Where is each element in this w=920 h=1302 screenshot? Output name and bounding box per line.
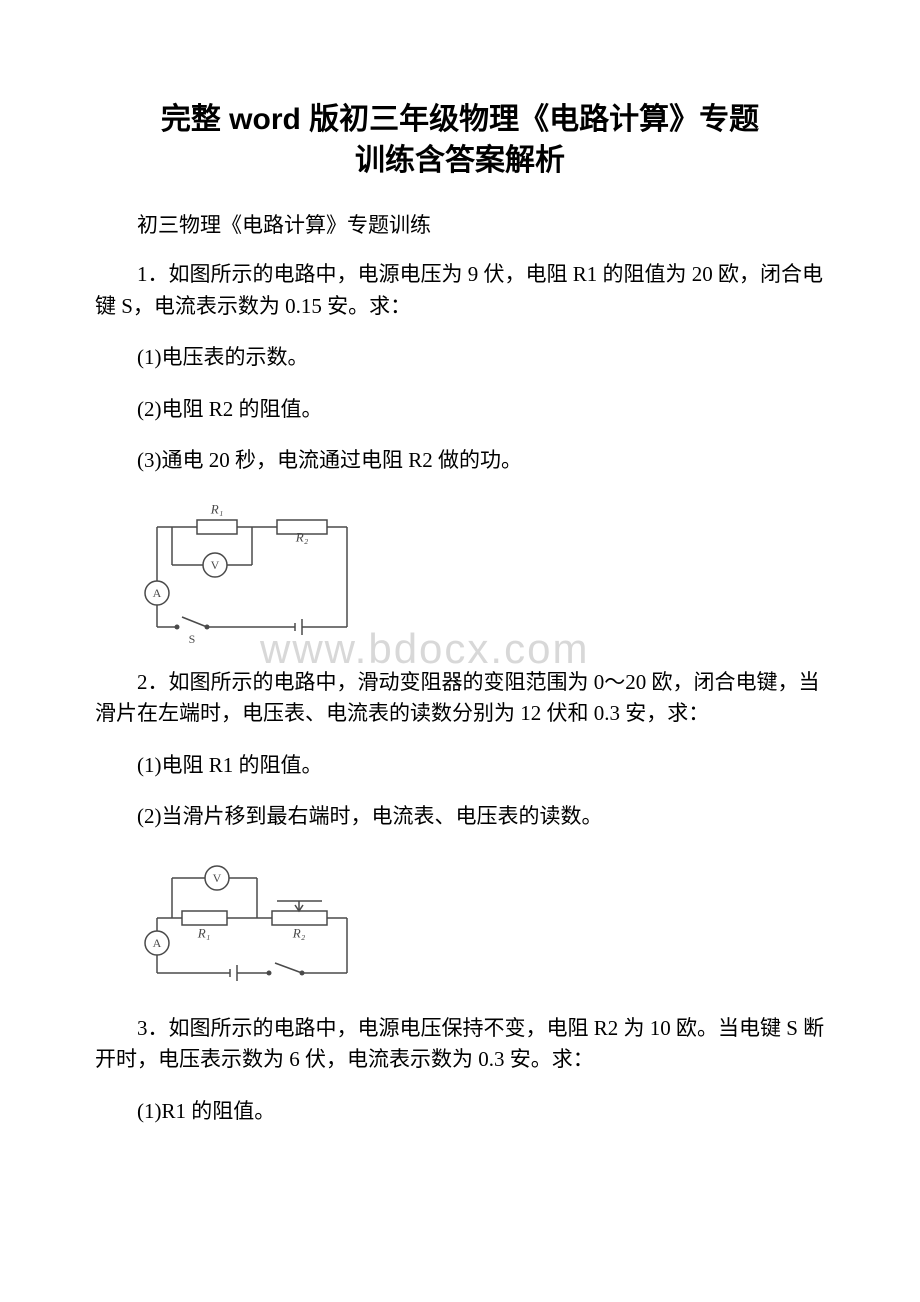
q1-part-1: (1)电压表的示数。 bbox=[95, 342, 825, 374]
svg-text:A: A bbox=[153, 936, 162, 950]
title-line-2: 训练含答案解析 bbox=[95, 141, 825, 182]
title-line-1: 完整 word 版初三年级物理《电路计算》专题 bbox=[95, 100, 825, 141]
svg-text:A: A bbox=[153, 586, 162, 600]
subtitle: 初三物理《电路计算》专题训练 bbox=[95, 209, 825, 239]
page-title: 完整 word 版初三年级物理《电路计算》专题 训练含答案解析 bbox=[95, 100, 825, 181]
svg-text:S: S bbox=[189, 632, 196, 646]
svg-text:R₁: R₁ bbox=[210, 501, 223, 516]
svg-text:R₂: R₂ bbox=[292, 925, 306, 940]
q2-stem: 2．如图所示的电路中，滑动变阻器的变阻范围为 0～20 欧，闭合电键，当滑片在左… bbox=[95, 667, 825, 730]
q3-stem: 3．如图所示的电路中，电源电压保持不变，电阻 R2 为 10 欧。当电键 S 断… bbox=[95, 1013, 825, 1076]
q1-stem: 1．如图所示的电路中，电源电压为 9 伏，电阻 R1 的阻值为 20 欧，闭合电… bbox=[95, 259, 825, 322]
q3-part-1: (1)R1 的阻值。 bbox=[95, 1096, 825, 1128]
q2-part-2: (2)当滑片移到最右端时，电流表、电压表的读数。 bbox=[95, 801, 825, 833]
svg-text:V: V bbox=[213, 871, 222, 885]
q1-part-2: (2)电阻 R2 的阻值。 bbox=[95, 394, 825, 426]
svg-text:R₁: R₁ bbox=[197, 925, 210, 940]
svg-text:R₂: R₂ bbox=[295, 529, 309, 544]
circuit-diagram-2: V R₁ R₂ A bbox=[127, 853, 825, 993]
q1-part-3: (3)通电 20 秒，电流通过电阻 R2 做的功。 bbox=[95, 445, 825, 477]
circuit-diagram-1: R₁ R₂ S A V bbox=[127, 497, 825, 647]
q2-part-1: (1)电阻 R1 的阻值。 bbox=[95, 750, 825, 782]
svg-text:V: V bbox=[211, 558, 220, 572]
